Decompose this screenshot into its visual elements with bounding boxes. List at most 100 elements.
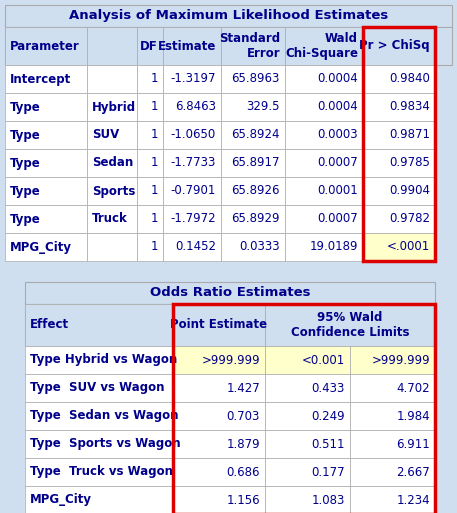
- Text: Type: Type: [10, 128, 41, 142]
- Text: Type: Type: [10, 156, 41, 169]
- Text: Effect: Effect: [30, 319, 69, 331]
- Bar: [163, 177, 221, 205]
- Bar: [87, 121, 137, 149]
- Text: 0.0001: 0.0001: [317, 185, 358, 198]
- Bar: [163, 233, 221, 261]
- Text: 1.427: 1.427: [226, 382, 260, 394]
- Text: Sports: Sports: [92, 185, 135, 198]
- Text: Sedan: Sedan: [92, 156, 133, 169]
- Bar: [87, 93, 137, 121]
- Bar: [173, 304, 265, 346]
- Bar: [285, 65, 363, 93]
- Text: 0.0007: 0.0007: [317, 156, 358, 169]
- Bar: [350, 374, 435, 402]
- Bar: [25, 374, 173, 402]
- Bar: [285, 205, 363, 233]
- Bar: [173, 346, 265, 374]
- Bar: [163, 27, 221, 65]
- Text: Estimate: Estimate: [158, 40, 216, 52]
- Bar: [221, 121, 285, 149]
- Bar: [137, 93, 163, 121]
- Text: Standard
Error: Standard Error: [219, 32, 280, 60]
- Bar: [285, 121, 363, 149]
- Bar: [25, 402, 173, 430]
- Text: Point Estimate: Point Estimate: [170, 319, 267, 331]
- Bar: [363, 65, 435, 93]
- Text: Type Hybrid vs Wagon: Type Hybrid vs Wagon: [30, 353, 177, 366]
- Text: 65.8963: 65.8963: [232, 72, 280, 86]
- Text: 0.9904: 0.9904: [389, 185, 430, 198]
- Bar: [285, 177, 363, 205]
- Bar: [363, 93, 435, 121]
- Bar: [350, 402, 435, 430]
- Text: Hybrid: Hybrid: [92, 101, 136, 113]
- Bar: [25, 486, 173, 513]
- Text: 0.9782: 0.9782: [389, 212, 430, 226]
- Bar: [265, 402, 350, 430]
- Bar: [87, 233, 137, 261]
- Bar: [221, 149, 285, 177]
- Bar: [350, 430, 435, 458]
- Text: -0.7901: -0.7901: [170, 185, 216, 198]
- Text: Type: Type: [10, 101, 41, 113]
- Text: 4.702: 4.702: [396, 382, 430, 394]
- Text: 0.0004: 0.0004: [317, 101, 358, 113]
- Text: 0.9785: 0.9785: [389, 156, 430, 169]
- Bar: [285, 93, 363, 121]
- Bar: [350, 346, 435, 374]
- Bar: [265, 374, 350, 402]
- Text: 6.8463: 6.8463: [175, 101, 216, 113]
- Bar: [363, 233, 435, 261]
- Bar: [221, 27, 285, 65]
- Bar: [163, 149, 221, 177]
- Bar: [221, 177, 285, 205]
- Text: DF: DF: [140, 40, 158, 52]
- Text: 0.0003: 0.0003: [317, 128, 358, 142]
- Bar: [5, 27, 452, 65]
- Text: 1.156: 1.156: [226, 494, 260, 506]
- Text: Pr > ChiSq: Pr > ChiSq: [359, 40, 430, 52]
- Bar: [87, 205, 137, 233]
- Bar: [137, 177, 163, 205]
- Text: 1.083: 1.083: [312, 494, 345, 506]
- Bar: [265, 346, 350, 374]
- Text: 0.0007: 0.0007: [317, 212, 358, 226]
- Bar: [5, 65, 87, 93]
- Text: Type  Truck vs Wagon: Type Truck vs Wagon: [30, 465, 173, 479]
- Bar: [25, 304, 173, 346]
- Text: 0.9834: 0.9834: [389, 101, 430, 113]
- Text: 19.0189: 19.0189: [309, 241, 358, 253]
- Bar: [221, 233, 285, 261]
- Bar: [163, 121, 221, 149]
- Text: -1.7733: -1.7733: [170, 156, 216, 169]
- Text: 6.911: 6.911: [396, 438, 430, 450]
- Bar: [137, 233, 163, 261]
- Text: 0.1452: 0.1452: [175, 241, 216, 253]
- Text: Parameter: Parameter: [10, 40, 80, 52]
- Bar: [221, 93, 285, 121]
- Bar: [137, 149, 163, 177]
- Text: 329.5: 329.5: [246, 101, 280, 113]
- Text: 95% Wald
Confidence Limits: 95% Wald Confidence Limits: [291, 311, 409, 339]
- Text: 0.686: 0.686: [227, 465, 260, 479]
- Text: 65.8917: 65.8917: [232, 156, 280, 169]
- Bar: [363, 27, 435, 65]
- Bar: [350, 486, 435, 513]
- Text: Type: Type: [10, 185, 41, 198]
- Text: 1: 1: [150, 241, 158, 253]
- Bar: [25, 458, 173, 486]
- Text: -1.3197: -1.3197: [170, 72, 216, 86]
- Text: MPG_City: MPG_City: [10, 241, 72, 253]
- Text: Type  Sports vs Wagon: Type Sports vs Wagon: [30, 438, 181, 450]
- Bar: [5, 27, 87, 65]
- Text: 0.9840: 0.9840: [389, 72, 430, 86]
- Text: 1: 1: [150, 212, 158, 226]
- Text: 0.433: 0.433: [312, 382, 345, 394]
- Bar: [363, 149, 435, 177]
- Text: 0.0004: 0.0004: [317, 72, 358, 86]
- Text: 1: 1: [150, 185, 158, 198]
- Bar: [173, 402, 265, 430]
- Bar: [87, 27, 137, 65]
- Text: >999.999: >999.999: [202, 353, 260, 366]
- Text: Analysis of Maximum Likelihood Estimates: Analysis of Maximum Likelihood Estimates: [69, 10, 388, 23]
